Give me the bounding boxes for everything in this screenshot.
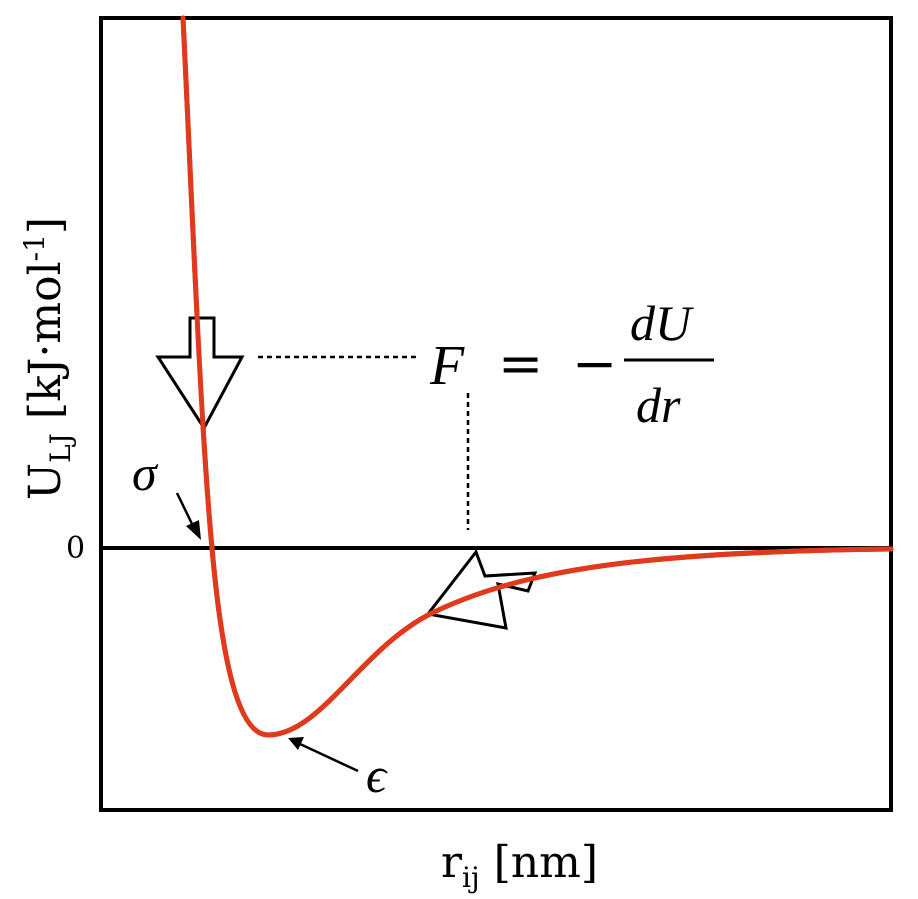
epsilon-label: ϵ — [366, 747, 388, 803]
sigma-label: σ — [132, 445, 159, 501]
y-axis-label: ULJ [kJ·mol-1] — [18, 217, 77, 500]
force-minus: − — [572, 332, 617, 395]
zero-tick-label: 0 — [66, 531, 85, 566]
x-axis-label: rij [nm] — [441, 837, 598, 894]
epsilon-pointer — [288, 737, 359, 773]
force-equals: = — [498, 332, 543, 395]
force-numerator: dU — [630, 295, 694, 351]
plot-frame — [99, 16, 893, 812]
force-equation: F = − dU dr — [429, 295, 714, 433]
force-denominator: dr — [636, 377, 681, 433]
attractive-force-arrow — [425, 548, 538, 630]
sigma-pointer — [175, 492, 201, 540]
force-lhs: F — [429, 335, 465, 397]
